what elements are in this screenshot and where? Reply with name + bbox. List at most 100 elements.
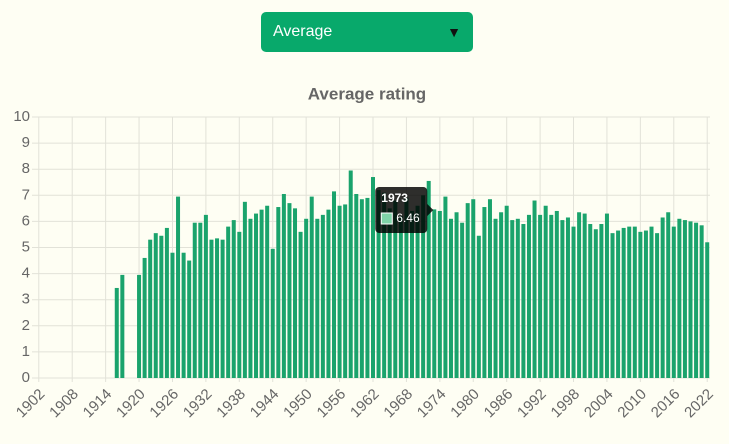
bar xyxy=(432,209,437,378)
rating-dropdown[interactable]: Average ▼ xyxy=(261,12,473,52)
bar xyxy=(348,170,353,378)
y-tick-label: 5 xyxy=(22,238,30,255)
bar xyxy=(231,220,236,378)
bar xyxy=(543,205,548,378)
bar xyxy=(343,204,348,378)
bar xyxy=(153,233,158,378)
bar xyxy=(627,226,632,378)
tooltip-value: 6.46 xyxy=(396,211,420,225)
bar xyxy=(638,231,643,378)
bar xyxy=(181,252,186,378)
bar xyxy=(515,218,520,378)
bar xyxy=(694,222,699,378)
bar xyxy=(476,235,481,378)
bar xyxy=(120,274,125,378)
y-tick-label: 3 xyxy=(22,291,30,308)
bar xyxy=(621,227,626,378)
bar xyxy=(526,214,531,378)
bar xyxy=(443,196,448,378)
bar xyxy=(554,210,559,378)
y-tick-label: 7 xyxy=(22,186,30,203)
bar xyxy=(237,231,242,378)
bar xyxy=(510,220,515,378)
bar xyxy=(215,238,220,378)
bar xyxy=(164,227,169,378)
y-tick-label: 4 xyxy=(22,265,30,282)
x-tick-label: 1908 xyxy=(46,386,82,422)
x-tick-label: 1944 xyxy=(247,386,283,422)
bar xyxy=(421,195,426,378)
bar xyxy=(387,208,392,378)
dropdown-arrow: ▼ xyxy=(447,24,461,40)
x-tick-label: 1914 xyxy=(80,386,116,422)
x-tick-label: 2022 xyxy=(681,386,717,422)
bar xyxy=(315,218,320,378)
bar xyxy=(254,213,259,378)
bar xyxy=(532,200,537,378)
x-tick-label: 1962 xyxy=(347,386,383,422)
bar xyxy=(376,190,381,378)
bar xyxy=(499,212,504,378)
bar xyxy=(287,203,292,378)
bar xyxy=(565,217,570,378)
y-tick-label: 8 xyxy=(22,160,30,177)
bar xyxy=(248,218,253,378)
bar xyxy=(309,196,314,378)
bar xyxy=(699,225,704,378)
bar xyxy=(426,180,431,378)
bar xyxy=(192,222,197,378)
bar xyxy=(671,226,676,378)
x-tick-label: 2004 xyxy=(581,386,617,422)
bar xyxy=(142,257,147,378)
bar xyxy=(649,226,654,378)
chart-title: Average rating xyxy=(308,84,426,103)
bar xyxy=(393,200,398,378)
bar xyxy=(365,197,370,378)
bar xyxy=(359,199,364,378)
bar xyxy=(705,242,710,378)
x-tick-label: 1980 xyxy=(447,386,483,422)
bar xyxy=(448,218,453,378)
bar xyxy=(655,233,660,378)
y-tick-label: 10 xyxy=(13,108,30,125)
bar xyxy=(304,218,309,378)
bar xyxy=(593,229,598,378)
bar xyxy=(616,230,621,378)
x-tick-label: 1926 xyxy=(146,386,182,422)
x-tick-label: 1968 xyxy=(380,386,416,422)
bar xyxy=(582,213,587,378)
y-tick-label: 2 xyxy=(22,317,30,334)
dropdown-label: Average xyxy=(273,23,333,40)
bar xyxy=(415,205,420,378)
bar xyxy=(148,239,153,378)
bar xyxy=(643,230,648,378)
bar xyxy=(437,210,442,378)
x-tick-label: 2010 xyxy=(614,386,650,422)
bar xyxy=(688,221,693,378)
bar xyxy=(114,287,119,378)
tooltip-title: 1973 xyxy=(381,191,408,205)
bar xyxy=(326,209,331,378)
bar xyxy=(203,214,208,378)
bar xyxy=(337,205,342,378)
y-tick-label: 1 xyxy=(22,343,30,360)
bar xyxy=(220,239,225,378)
bar xyxy=(521,224,526,378)
x-tick-label: 1920 xyxy=(113,386,149,422)
bar xyxy=(599,224,604,378)
x-tick-label: 1998 xyxy=(548,386,584,422)
y-tick-label: 6 xyxy=(22,212,30,229)
bar xyxy=(265,205,270,378)
bar xyxy=(660,217,665,378)
bar xyxy=(610,233,615,378)
bar xyxy=(560,220,565,378)
bar xyxy=(276,207,281,378)
bar xyxy=(270,248,275,378)
x-tick-label: 1974 xyxy=(414,386,450,422)
bar xyxy=(666,212,671,378)
bar xyxy=(382,192,387,378)
tooltip: 1973 6.46 xyxy=(375,187,434,233)
bar xyxy=(198,222,203,378)
x-tick-label: 1932 xyxy=(180,386,216,422)
